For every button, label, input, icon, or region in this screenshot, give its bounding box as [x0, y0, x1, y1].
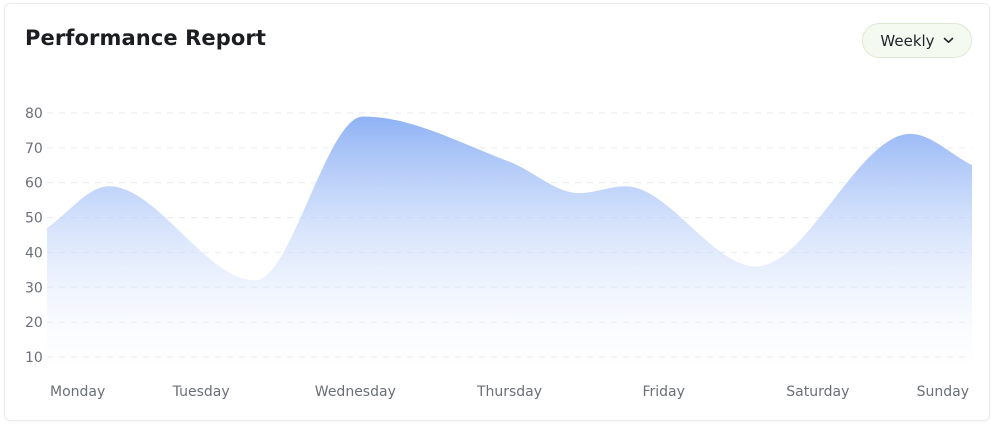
data-point: [106, 183, 112, 189]
x-axis-ticks: Monday Tuesday Wednesday Thursday Friday Satu…: [50, 384, 969, 400]
y-tick-label: 10: [25, 350, 43, 366]
x-tick-label: Wednesday: [315, 384, 396, 400]
period-select-value: Weekly: [880, 31, 935, 50]
y-tick-label: 70: [25, 141, 43, 157]
chevron-down-icon: [943, 37, 954, 44]
data-point: [753, 263, 759, 269]
x-tick-label: Sunday: [917, 384, 969, 400]
y-tick-label: 40: [25, 245, 43, 261]
y-tick-label: 30: [25, 280, 43, 296]
data-point: [969, 162, 975, 168]
x-tick-label: Tuesday: [172, 384, 230, 400]
data-point: [44, 225, 50, 231]
area-series-fill: [47, 116, 972, 368]
y-tick-label: 50: [25, 211, 43, 227]
y-axis-ticks: 80 70 60 50 40 30 20 10: [25, 106, 43, 366]
x-tick-label: Saturday: [786, 384, 849, 400]
y-tick-label: 80: [25, 106, 43, 122]
x-tick-label: Monday: [50, 384, 105, 400]
x-tick-label: Thursday: [476, 384, 542, 400]
data-point: [622, 183, 628, 189]
data-point: [576, 190, 582, 196]
data-point: [252, 277, 258, 283]
area-series: [44, 113, 975, 368]
y-tick-label: 60: [25, 176, 43, 192]
data-point: [507, 159, 513, 165]
y-tick-label: 20: [25, 315, 43, 331]
card-title: Performance Report: [25, 26, 266, 50]
period-select[interactable]: Weekly: [862, 23, 972, 58]
x-tick-label: Friday: [642, 384, 684, 400]
data-point: [360, 113, 366, 119]
data-point: [907, 131, 913, 137]
